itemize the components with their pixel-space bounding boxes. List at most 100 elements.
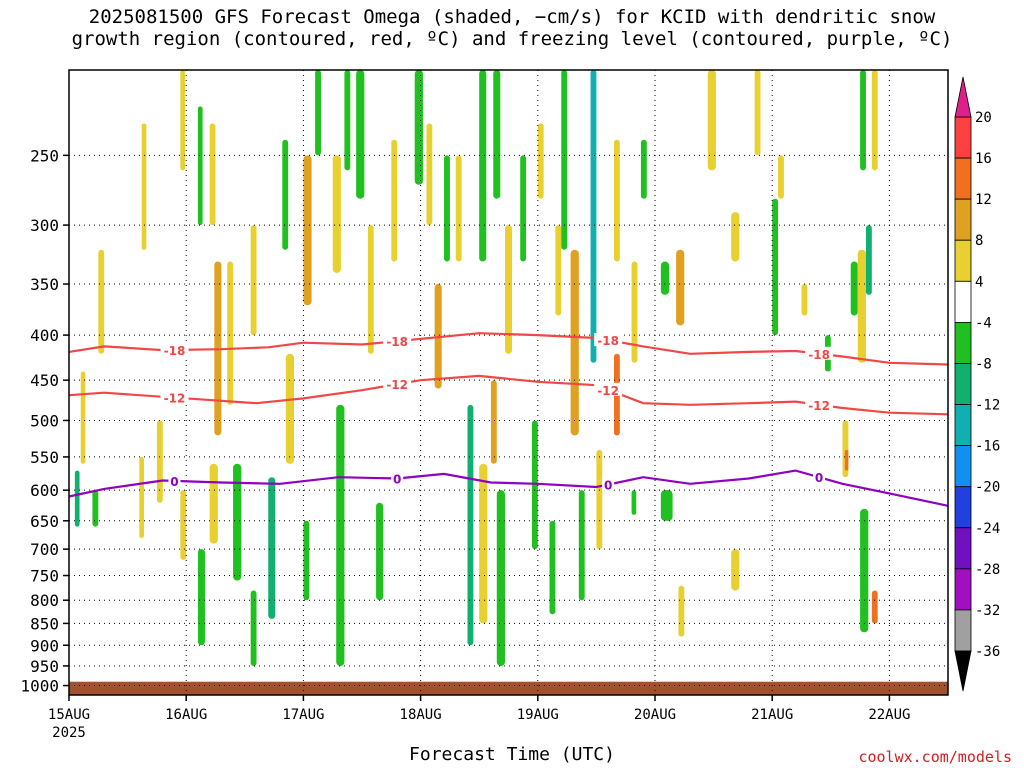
omega-shade [344, 70, 351, 171]
omega-shade [250, 225, 257, 336]
x-tick-label: 21AUG [751, 707, 793, 723]
colorbar-top-arrow [954, 76, 972, 118]
omega-shade [850, 261, 858, 316]
x-tick-label: 17AUG [282, 707, 324, 723]
omega-shade [493, 70, 501, 199]
contour-label-bg [594, 382, 623, 396]
axes-layer: 250 300 350 400 450 500 550 600 650 700 750 800 850 9… [20, 69, 949, 741]
omega-shade [444, 155, 450, 262]
y-tick-label: 700 [30, 540, 59, 559]
y-tick-label: 750 [30, 567, 59, 586]
colorbar-swatch [954, 116, 972, 159]
y-tick-label: 850 [30, 614, 59, 633]
contour-label: 0 [604, 479, 612, 493]
omega-shade [197, 106, 203, 226]
y-tick-label: 300 [30, 216, 59, 235]
contour-label: -12 [386, 378, 408, 392]
contour-label-bg [805, 397, 834, 411]
colorbar-swatch [954, 445, 972, 488]
y-tick-label: 950 [30, 657, 59, 676]
omega-shade [336, 404, 345, 666]
omega-shade [660, 490, 673, 521]
colorbar-tick-label: 4 [975, 274, 983, 290]
x-tick-label: 15AUG [48, 707, 90, 723]
x-tick-label: 18AUG [400, 707, 442, 723]
colorbar-tick-label: -36 [975, 644, 1000, 660]
y-tick-label: 600 [30, 481, 59, 500]
colorbar-swatch [954, 198, 972, 241]
omega-shade [285, 353, 295, 464]
omega-shade [555, 225, 562, 316]
omega-shade [520, 155, 527, 262]
contour-label-bg [383, 377, 412, 391]
colorbar: 20 16 12 8 4 -4 -8 -12 -16 -20 -24 -28 -32 -36 [954, 76, 1000, 692]
contour-label: 0 [170, 475, 178, 489]
omega-shade [209, 123, 216, 226]
omega-shade [414, 70, 423, 185]
omega-shade [865, 225, 872, 295]
omega-shade [870, 520, 878, 646]
plot-frame [68, 69, 949, 696]
x-tick-label: 20AUG [634, 707, 676, 723]
omega-shade [426, 123, 433, 226]
omega-shade [233, 463, 242, 581]
omega-shade [596, 449, 603, 550]
colorbar-tick-label: 8 [975, 233, 983, 249]
omega-shade [631, 261, 638, 363]
colorbar-swatch [954, 321, 972, 364]
contour-label-bg [813, 470, 826, 484]
colorbar-tick-label: -32 [975, 603, 1000, 619]
colorbar-tick-label: 12 [975, 192, 992, 208]
omega-shade [268, 477, 276, 619]
y-tick-label: 250 [30, 146, 59, 165]
contour-label-bg [805, 346, 834, 360]
x-tick-label: 19AUG [517, 707, 559, 723]
colorbar-swatch [954, 568, 972, 611]
x-axis-title: Forecast Time (UTC) [409, 744, 615, 765]
omega-shade [731, 549, 740, 591]
omega-shade [676, 249, 685, 326]
omega-shade [871, 70, 878, 171]
colorbar-tick-label: 20 [975, 110, 992, 126]
omega-shading-layer [69, 70, 878, 666]
colorbar-swatch [954, 157, 972, 200]
omega-shade [303, 155, 312, 306]
contour-label-bg [391, 471, 404, 485]
contour-label-bg [383, 334, 412, 348]
omega-shade [467, 404, 474, 646]
omega-shade [549, 520, 556, 615]
omega-shade [80, 371, 86, 464]
contour-label-bg [160, 342, 189, 356]
contour-label-bg [168, 473, 181, 487]
grid-layer [69, 70, 948, 695]
y-tick-label: 1000 [20, 677, 59, 696]
omega-shade [778, 155, 784, 199]
omega-shade [844, 449, 849, 471]
omega-shade [356, 70, 365, 199]
contour-line [68, 374, 949, 416]
contour-line [68, 332, 949, 366]
omega-shade [871, 590, 878, 624]
omega-shade [561, 70, 568, 250]
omega-shade [640, 139, 647, 199]
colorbar-swatch [954, 363, 972, 405]
contour-line [68, 469, 949, 507]
y-tick-label: 350 [30, 275, 59, 294]
omega-shade [315, 70, 321, 156]
contour-label: -18 [164, 344, 186, 358]
chart-title: 2025081500 GFS Forecast Omega (shaded, −… [71, 6, 953, 50]
contour-label: -12 [808, 399, 830, 413]
omega-shade [496, 490, 505, 666]
ground-layer [69, 681, 948, 695]
ground-fill [69, 681, 948, 695]
omega-shade [391, 139, 398, 262]
omega-shade [180, 70, 186, 171]
y-tick-label: 500 [30, 411, 59, 430]
omega-shade [282, 139, 289, 250]
omega-shade [578, 490, 585, 601]
omega-shade [707, 70, 716, 171]
omega-shade [98, 249, 105, 354]
x-tick-label: 22AUG [868, 707, 910, 723]
colorbar-tick-label: -12 [975, 398, 1000, 414]
omega-shade [367, 225, 374, 354]
